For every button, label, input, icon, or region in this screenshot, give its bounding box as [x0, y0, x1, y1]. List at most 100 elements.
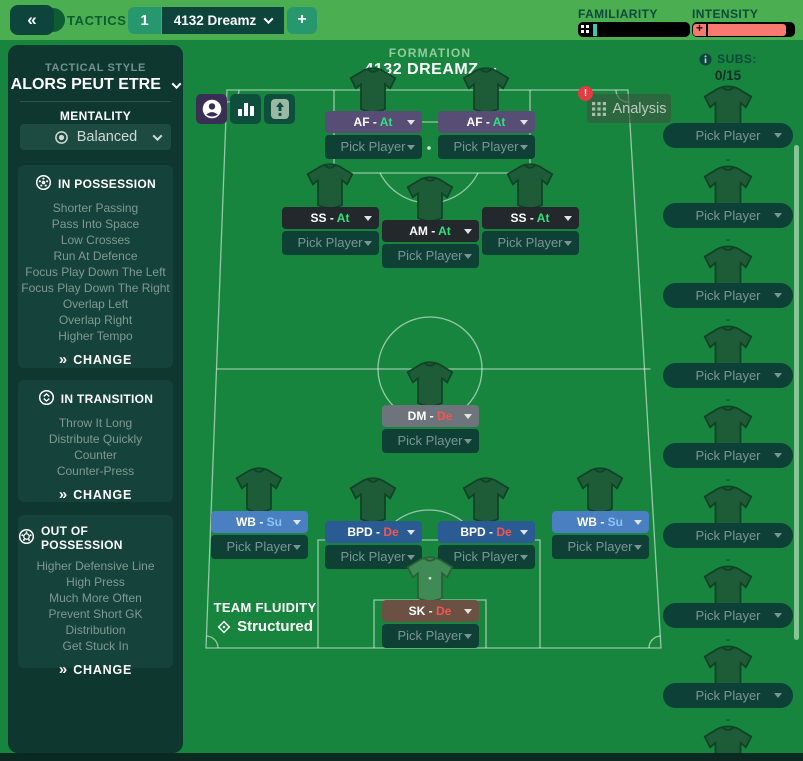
- instruction-label: Higher Tempo: [58, 329, 133, 343]
- instruction-list: Higher Defensive Line High Press Much More…: [18, 558, 173, 654]
- sub-pick-player-dropdown[interactable]: Pick Player: [663, 443, 793, 468]
- chevron-down-icon: [774, 293, 782, 298]
- formation-dropdown[interactable]: 4132 DREAMZ: [230, 61, 630, 79]
- player-view-button[interactable]: [196, 94, 227, 124]
- double-chevron-icon: »: [58, 661, 68, 678]
- instruction-label: Distribution: [65, 623, 126, 637]
- separator-dash: -: [725, 631, 731, 647]
- mentality-dropdown[interactable]: Balanced: [20, 124, 171, 150]
- chevron-down-icon: [263, 14, 274, 25]
- defence-icon: [18, 528, 35, 548]
- info-icon: [699, 52, 712, 66]
- stats-view-button[interactable]: [230, 94, 261, 124]
- chevron-down-icon: [774, 613, 782, 618]
- substitution-icon: [270, 99, 289, 119]
- double-chevron-icon: »: [58, 351, 68, 368]
- tactical-style-dropdown[interactable]: ALORS PEUT ETRE: [8, 76, 183, 94]
- sub-pick-player-dropdown[interactable]: Pick Player: [663, 523, 793, 548]
- transition-icon: [38, 389, 55, 409]
- instruction-label: Counter-Press: [56, 464, 135, 478]
- familiarity-label: FAMILIARITY: [578, 7, 658, 21]
- instruction-label: Counter: [74, 448, 117, 462]
- scrollbar[interactable]: [794, 145, 799, 640]
- instruction-label: Focus Play Down The Left: [25, 265, 166, 279]
- intensity-fill: [693, 23, 786, 36]
- divider: [20, 101, 171, 102]
- tactic-slot-button[interactable]: 1: [128, 7, 161, 34]
- instruction-label: Get Stuck In: [62, 639, 129, 653]
- plus-icon: +: [696, 22, 704, 35]
- chevron-down-icon: [774, 693, 782, 698]
- player-shirt-icon[interactable]: [700, 725, 756, 761]
- sub-pick-player-dropdown[interactable]: Pick Player: [663, 123, 793, 148]
- instruction-label: Prevent Short GK: [48, 607, 143, 621]
- sub-pick-player-dropdown[interactable]: Pick Player: [663, 683, 793, 708]
- separator-dash: -: [725, 471, 731, 487]
- instruction-label: Higher Defensive Line: [36, 559, 155, 573]
- formation-name: 4132 DREAMZ: [364, 61, 479, 78]
- change-button[interactable]: » CHANGE: [58, 661, 133, 678]
- double-chevron-icon: »: [58, 486, 68, 503]
- analysis-button[interactable]: ! Analysis: [578, 86, 671, 123]
- sub-pick-player-dropdown[interactable]: Pick Player: [663, 283, 793, 308]
- instruction-label: Run At Defence: [53, 249, 138, 263]
- window-edge: [0, 753, 803, 761]
- tactical-style-label: TACTICAL STYLE: [45, 62, 146, 74]
- add-tactic-button[interactable]: +: [287, 7, 317, 34]
- sub-pick-player-dropdown[interactable]: Pick Player: [663, 203, 793, 228]
- instruction-label: Overlap Right: [58, 313, 133, 327]
- player-icon: [202, 99, 221, 119]
- instruction-list: Shorter Passing Pass Into Space Low Crosse…: [18, 200, 173, 344]
- instruction-label: Throw It Long: [58, 416, 133, 430]
- separator-dash: -: [725, 231, 731, 247]
- football-icon: [35, 174, 52, 194]
- top-bar: « TACTICS 1 4132 Dreamz + FAMILIARITY IN…: [0, 0, 803, 40]
- instruction-label: Distribute Quickly: [48, 432, 143, 446]
- tactic-name-dropdown[interactable]: 4132 Dreamz: [162, 7, 284, 34]
- subs-header: SUBS: 0/15: [663, 52, 793, 83]
- separator-dash: -: [725, 711, 731, 727]
- chevron-down-icon: [152, 130, 163, 141]
- instruction-label: Much More Often: [49, 591, 142, 605]
- kit-view-button[interactable]: [264, 94, 295, 124]
- grid-icon: [591, 101, 606, 116]
- instruction-label: Overlap Left: [62, 297, 129, 311]
- bar-chart-icon: [237, 103, 254, 116]
- separator-dash: -: [725, 151, 731, 167]
- alert-badge-icon: !: [578, 86, 593, 101]
- tactical-style-value: ALORS PEUT ETRE: [10, 76, 161, 93]
- back-button[interactable]: «: [10, 5, 54, 35]
- intensity-label: INTENSITY: [692, 7, 759, 21]
- divider: [706, 23, 708, 36]
- familiarity-fill: [593, 23, 597, 36]
- change-button[interactable]: » CHANGE: [58, 351, 133, 368]
- tactic-name-label: 4132 Dreamz: [173, 13, 257, 28]
- formation-label: FORMATION: [388, 46, 472, 60]
- chevron-down-icon: [774, 213, 782, 218]
- section-card-in-possession: IN POSSESSION Shorter Passing Pass Into Sp…: [18, 165, 173, 368]
- intensity-bar: +: [692, 22, 795, 37]
- analysis-label: Analysis: [612, 100, 667, 117]
- page-title: TACTICS: [67, 13, 127, 28]
- chevron-down-icon: [774, 453, 782, 458]
- mentality-value: Balanced: [76, 129, 138, 145]
- change-button[interactable]: » CHANGE: [58, 486, 133, 503]
- familiarity-bar: [578, 22, 690, 37]
- instruction-label: Low Crosses: [60, 233, 131, 247]
- chevron-down-icon: [774, 373, 782, 378]
- sub-pick-player-dropdown[interactable]: Pick Player: [663, 363, 793, 388]
- tactics-sidebar: TACTICAL STYLE ALORS PEUT ETRE MENTALITY…: [8, 45, 183, 753]
- subs-count: 0/15: [714, 68, 742, 83]
- separator-dash: -: [725, 311, 731, 327]
- instruction-list: Throw It Long Distribute Quickly Counter Co…: [18, 415, 173, 479]
- chevron-down-icon: [774, 533, 782, 538]
- section-card-out-of-possession: OUT OF POSSESSION Higher Defensive Line Hi…: [18, 515, 173, 678]
- subs-label: SUBS:: [717, 52, 757, 66]
- chevron-down-icon: [171, 79, 182, 90]
- mentality-label: MENTALITY: [59, 109, 132, 123]
- mentality-icon: [54, 130, 68, 144]
- sub-pick-player-dropdown[interactable]: Pick Player: [663, 603, 793, 628]
- chevron-down-icon: [774, 133, 782, 138]
